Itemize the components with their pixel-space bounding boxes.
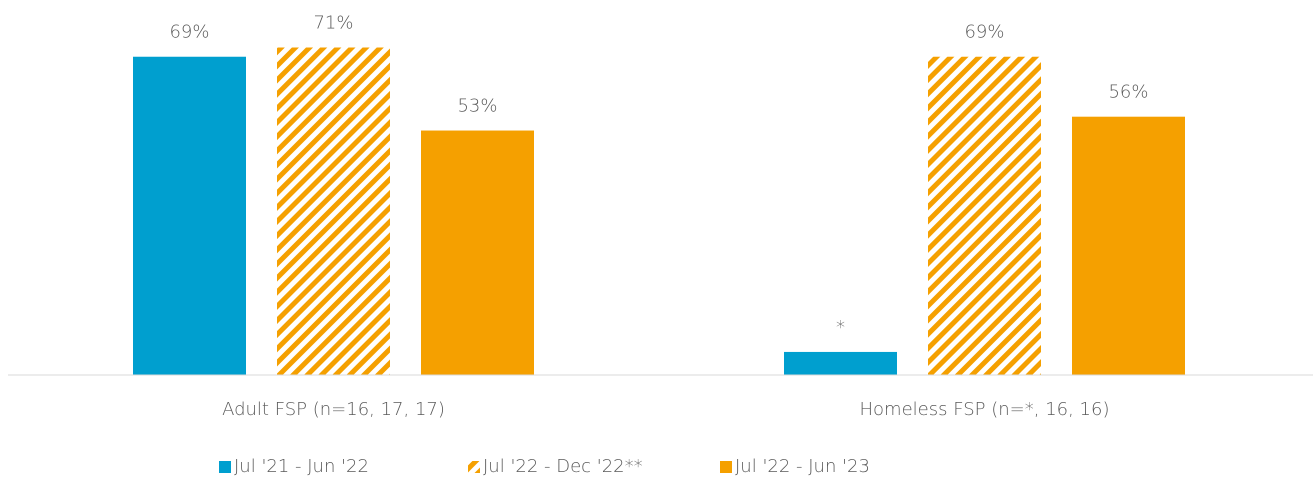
- legend-swatch: [219, 461, 231, 473]
- legend-label: Jul '22 - Jun '23: [735, 456, 870, 477]
- value-label: *: [836, 317, 845, 338]
- legend-swatch: [720, 461, 732, 473]
- legend-swatch: [468, 461, 480, 473]
- bar: [421, 130, 534, 375]
- bar: [1072, 116, 1185, 375]
- value-label: 56%: [1108, 82, 1148, 103]
- legend-label: Jul '21 - Jun '22: [234, 456, 369, 477]
- legend-label: Jul '22 - Dec '22**: [483, 456, 643, 477]
- value-label: 69%: [169, 22, 209, 43]
- x-tick-label: Adult FSP (n=16, 17, 17): [222, 399, 445, 420]
- bar: [133, 56, 246, 376]
- value-label: 69%: [964, 22, 1004, 43]
- bar: [928, 56, 1041, 376]
- bar: [784, 351, 897, 375]
- x-tick-label: Homeless FSP (n=*, 16, 16): [860, 399, 1110, 420]
- value-label: 71%: [313, 13, 353, 34]
- value-label: 53%: [457, 96, 497, 117]
- bar: [277, 47, 390, 375]
